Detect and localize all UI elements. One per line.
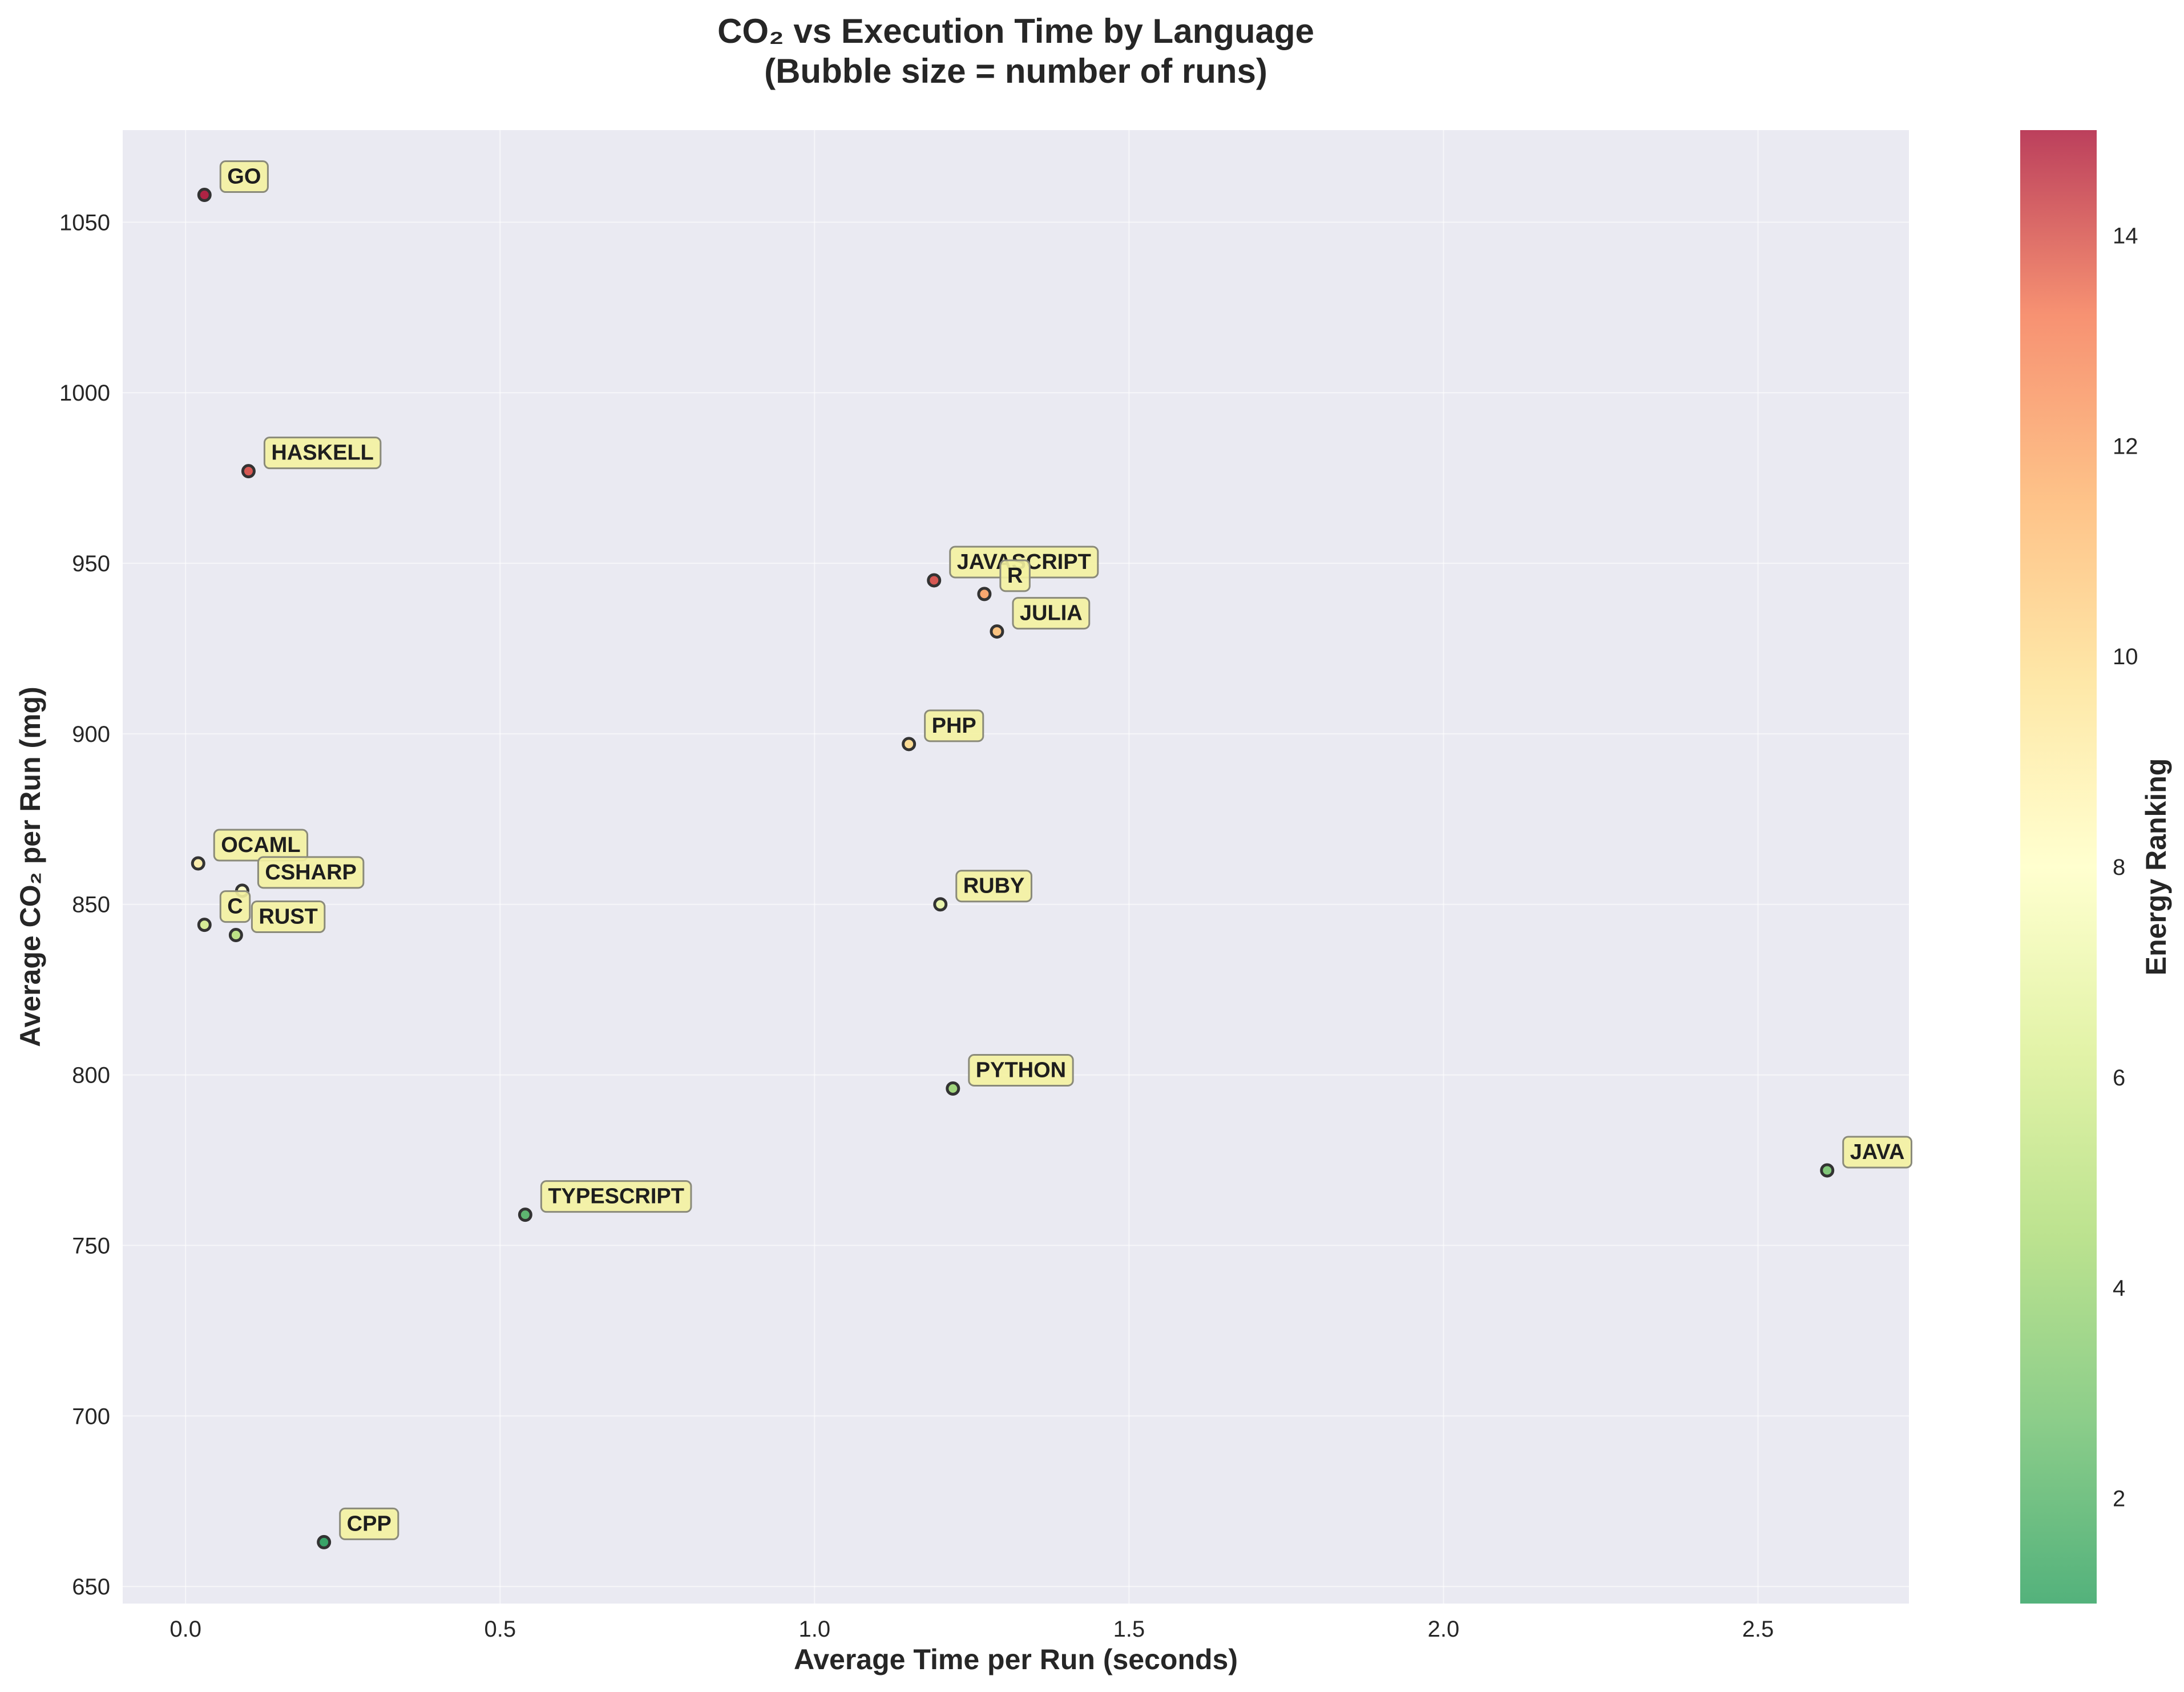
point-label: R <box>1007 564 1023 588</box>
colorbar-ticks: 2 4 6 8 10 12 14 <box>2113 223 2138 1511</box>
colorbar-label: Energy Ranking <box>2140 758 2172 976</box>
bubble <box>990 624 1004 639</box>
data-point-csharp: CSHARP <box>235 856 365 898</box>
point-label-box <box>257 856 365 889</box>
chart-title-line2: (Bubble size = number of runs) <box>764 52 1267 90</box>
point-label-box <box>251 900 326 934</box>
y-tick-label: 950 <box>72 551 110 576</box>
data-point-go: GO <box>197 160 269 203</box>
x-tick-label: 2.0 <box>1428 1617 1460 1642</box>
data-point-cpp: CPP <box>317 1507 399 1549</box>
point-label: TYPESCRIPT <box>548 1185 684 1209</box>
y-axis-label: Average CO₂ per Run (mg) <box>14 687 46 1047</box>
y-tick-label: 700 <box>72 1404 110 1429</box>
data-point-c: C <box>197 890 251 932</box>
bubble <box>241 464 256 479</box>
data-point-haskell: HASKELL <box>241 437 382 479</box>
point-label: CSHARP <box>265 861 356 885</box>
point-label: RUBY <box>963 874 1025 898</box>
bubble <box>927 573 942 588</box>
colorbar-tick-label: 14 <box>2113 223 2138 248</box>
x-tick-label: 1.0 <box>799 1617 831 1642</box>
y-tick-label: 900 <box>72 722 110 747</box>
colorbar <box>2020 130 2097 1604</box>
bubble <box>1820 1163 1835 1178</box>
point-label: GO <box>227 165 261 189</box>
point-label: HASKELL <box>271 441 373 465</box>
point-label-box <box>999 559 1031 592</box>
x-tick-label: 0.5 <box>484 1617 516 1642</box>
point-label-box <box>1842 1136 1912 1169</box>
x-axis-label: Average Time per Run (seconds) <box>794 1643 1238 1675</box>
x-axis-ticks: 0.0 0.5 1.0 1.5 2.0 2.5 <box>169 1617 1774 1642</box>
bubble <box>197 188 212 203</box>
colorbar-tick-label: 12 <box>2113 434 2138 459</box>
bubble <box>197 918 212 932</box>
point-label: PHP <box>932 714 976 738</box>
data-point-python: PYTHON <box>946 1053 1074 1096</box>
colorbar-tick-label: 2 <box>2113 1487 2125 1512</box>
data-point-php: PHP <box>902 709 984 752</box>
data-point-r: R <box>977 559 1031 601</box>
data-point-java: JAVA <box>1820 1136 1912 1178</box>
y-axis-ticks: 650 700 750 800 850 900 950 1000 1050 <box>59 210 110 1600</box>
point-label-box <box>263 437 382 470</box>
point-label-box <box>219 890 251 923</box>
data-point-ruby: RUBY <box>933 870 1032 912</box>
bubble <box>518 1208 532 1222</box>
point-label-box <box>339 1507 399 1540</box>
y-tick-label: 750 <box>72 1233 110 1258</box>
point-label-box <box>1012 597 1091 630</box>
point-label: RUST <box>259 905 317 929</box>
x-tick-label: 1.5 <box>1113 1617 1145 1642</box>
bubble <box>317 1534 332 1549</box>
data-point-rust: RUST <box>228 900 326 943</box>
bubble <box>977 587 992 601</box>
bubble <box>946 1081 960 1096</box>
y-tick-label: 1050 <box>59 210 110 235</box>
colorbar-tick-label: 6 <box>2113 1065 2125 1091</box>
bubble <box>933 897 948 912</box>
bubble <box>191 856 205 871</box>
scatter-points: GOHASKELLJAVASCRIPTRJULIAPHPOCAMLCSHARPR… <box>191 160 1912 1549</box>
colorbar-tick-label: 10 <box>2113 644 2138 669</box>
plot-area <box>123 130 1909 1604</box>
y-tick-label: 650 <box>72 1574 110 1600</box>
point-label: OCAML <box>221 833 300 857</box>
point-label-box <box>968 1053 1074 1087</box>
point-label: JULIA <box>1020 601 1083 625</box>
chart-title-line1: CO₂ vs Execution Time by Language <box>717 12 1314 50</box>
data-point-typescript: TYPESCRIPT <box>518 1180 692 1222</box>
point-label: CPP <box>347 1512 391 1536</box>
y-tick-label: 850 <box>72 893 110 918</box>
colorbar-tick-label: 4 <box>2113 1276 2125 1301</box>
point-label: JAVA <box>1850 1140 1905 1164</box>
x-tick-label: 0.0 <box>169 1617 201 1642</box>
data-point-julia: JULIA <box>990 597 1091 639</box>
bubble <box>902 737 917 752</box>
point-label-box <box>955 870 1032 903</box>
data-point-ocaml: OCAML <box>191 829 309 871</box>
x-tick-label: 2.5 <box>1742 1617 1774 1642</box>
point-label: C <box>227 895 243 919</box>
point-label: PYTHON <box>976 1058 1066 1082</box>
point-label-box <box>924 709 984 742</box>
colorbar-tick-label: 8 <box>2113 855 2125 880</box>
bubble <box>228 928 243 943</box>
y-tick-label: 800 <box>72 1063 110 1088</box>
y-tick-label: 1000 <box>59 381 110 406</box>
point-label-box <box>540 1180 692 1213</box>
point-label-box <box>219 160 269 193</box>
